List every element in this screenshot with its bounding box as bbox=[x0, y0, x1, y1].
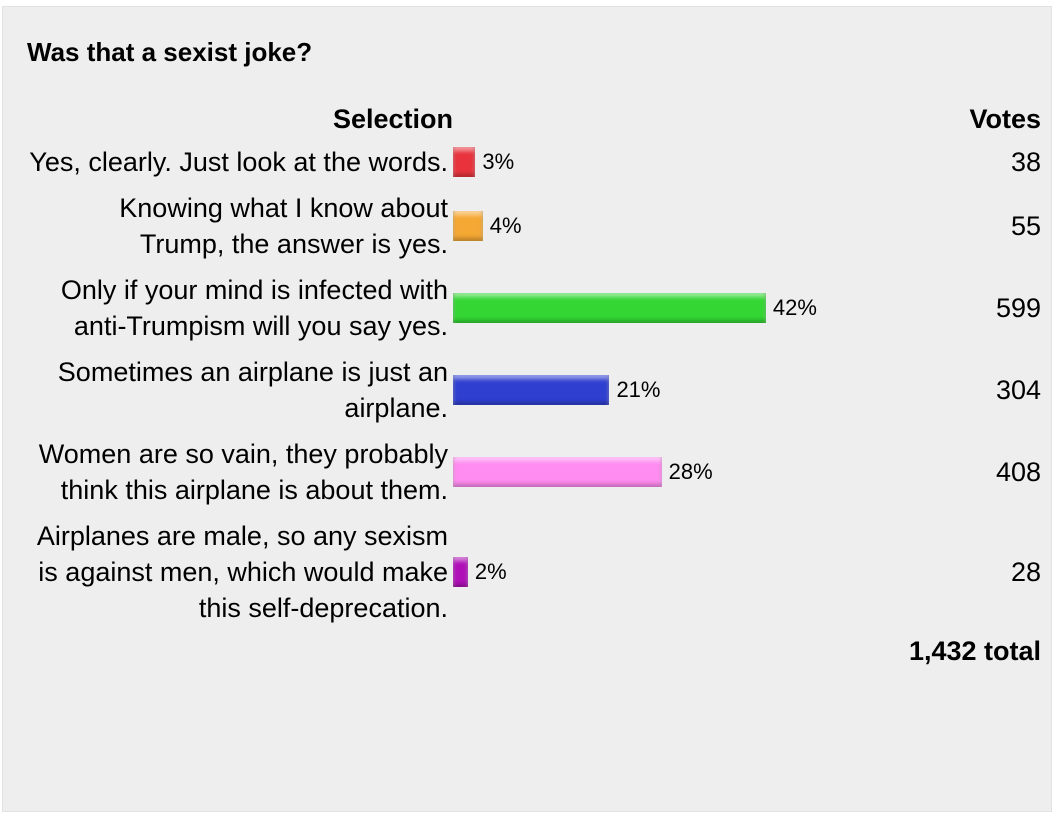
vote-count: 304 bbox=[995, 374, 1041, 405]
bar bbox=[453, 557, 468, 587]
vote-count: 38 bbox=[1010, 146, 1041, 177]
bar bbox=[453, 211, 483, 241]
bar bbox=[453, 147, 476, 177]
selection-header: Selection bbox=[332, 104, 453, 134]
total-votes: 1,432 total bbox=[908, 636, 1041, 666]
bar bbox=[453, 457, 662, 487]
bar bbox=[453, 375, 610, 405]
poll-title: Was that a sexist joke? bbox=[27, 37, 313, 67]
option-label: Only if your mind is infected with anti-… bbox=[60, 275, 448, 341]
vote-count: 408 bbox=[995, 456, 1041, 487]
results-table: Selection Votes Yes, clearly. Just look … bbox=[28, 99, 1041, 671]
bar-cell: 2% bbox=[453, 513, 921, 631]
bar bbox=[453, 293, 766, 323]
spacer bbox=[453, 99, 921, 139]
percent-label: 42% bbox=[772, 295, 817, 320]
votes-header: Votes bbox=[969, 104, 1041, 134]
option-label: Yes, clearly. Just look at the words. bbox=[29, 147, 448, 177]
vote-count: 599 bbox=[995, 292, 1041, 323]
bar-cell: 28% bbox=[453, 431, 921, 513]
percent-label: 28% bbox=[668, 459, 713, 484]
percent-label: 2% bbox=[474, 559, 507, 584]
option-label: Airplanes are male, so any sexism is aga… bbox=[36, 521, 448, 623]
bar-cell: 42% bbox=[453, 267, 921, 349]
vote-count: 28 bbox=[1010, 556, 1041, 587]
poll: Was that a sexist joke? Selection Votes … bbox=[2, 6, 1052, 812]
bar-cell: 21% bbox=[453, 349, 921, 431]
percent-label: 21% bbox=[616, 377, 661, 402]
bar-cell: 4% bbox=[453, 185, 921, 267]
bar-cell: 3% bbox=[453, 139, 921, 185]
percent-label: 4% bbox=[489, 213, 522, 238]
option-label: Sometimes an airplane is just an airplan… bbox=[57, 357, 448, 423]
vote-count: 55 bbox=[1010, 210, 1041, 241]
option-label: Knowing what I know about Trump, the ans… bbox=[119, 193, 448, 259]
option-label: Women are so vain, they probably think t… bbox=[38, 439, 448, 505]
percent-label: 3% bbox=[482, 149, 515, 174]
